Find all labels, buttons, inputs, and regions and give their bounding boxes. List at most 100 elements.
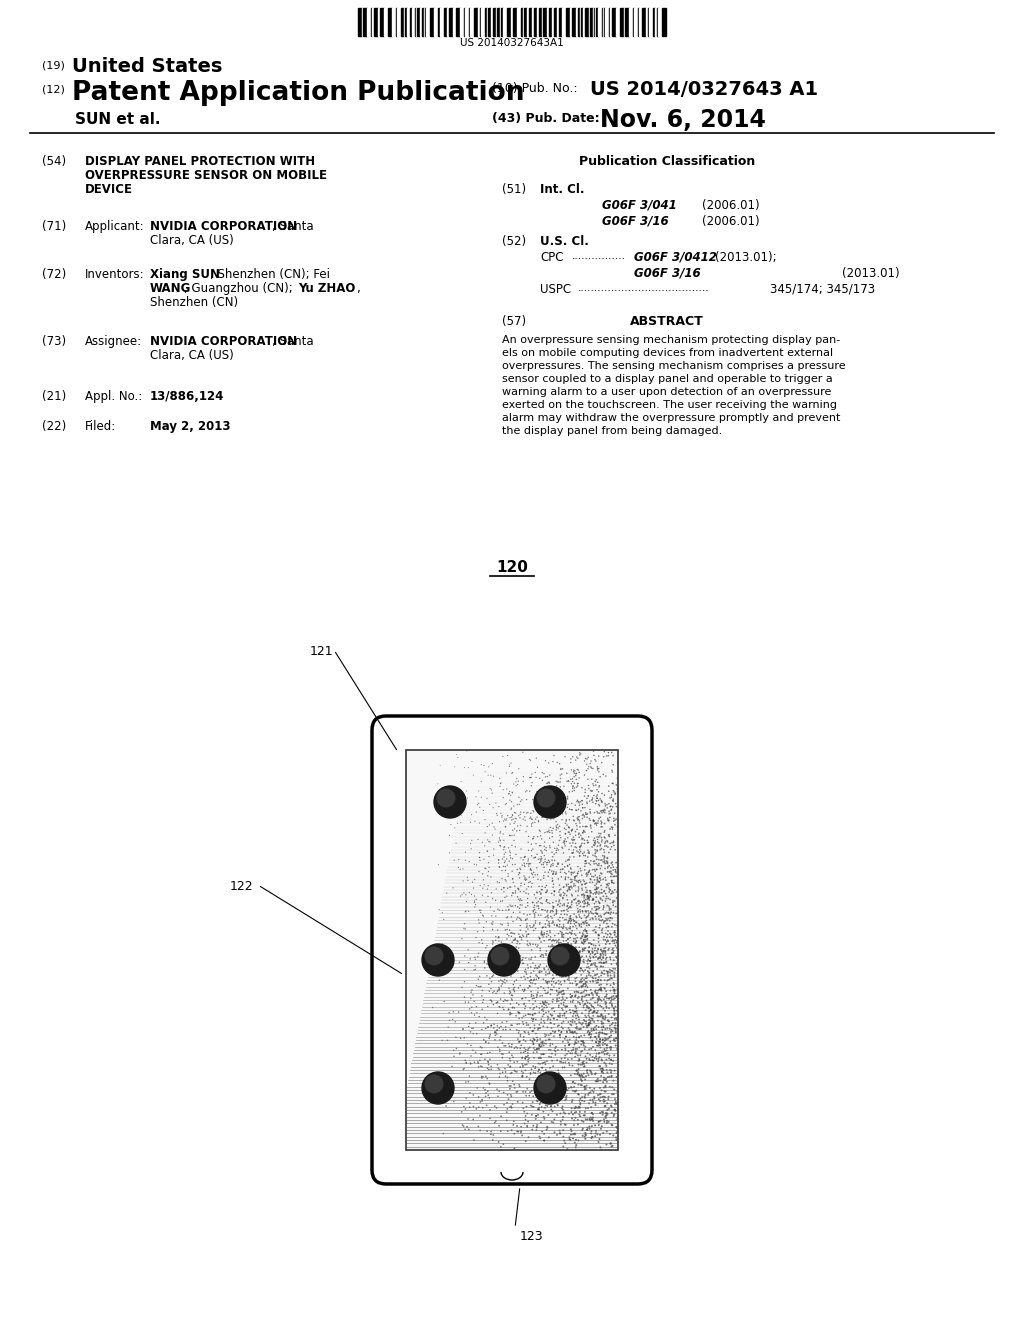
Point — [592, 887, 608, 908]
Point — [587, 813, 603, 834]
Circle shape — [488, 944, 520, 975]
Point — [592, 1031, 608, 1052]
Point — [544, 1111, 560, 1133]
Point — [591, 906, 607, 927]
Point — [578, 920, 594, 941]
Point — [605, 788, 622, 809]
Point — [554, 1005, 570, 1026]
Point — [593, 979, 609, 1001]
Point — [579, 968, 595, 989]
Point — [598, 961, 614, 982]
Point — [588, 859, 604, 880]
Point — [544, 935, 560, 956]
Point — [601, 998, 617, 1019]
Point — [468, 975, 484, 997]
Point — [492, 776, 508, 797]
Point — [557, 1028, 573, 1049]
Point — [511, 862, 527, 883]
Point — [595, 1035, 611, 1056]
Point — [493, 772, 509, 793]
Point — [578, 907, 594, 928]
Point — [504, 791, 520, 812]
Point — [536, 1003, 552, 1024]
Point — [588, 1063, 604, 1084]
Point — [604, 1077, 621, 1098]
Point — [573, 1040, 590, 1061]
Point — [603, 883, 620, 904]
Point — [563, 836, 580, 857]
Point — [477, 1018, 494, 1039]
Point — [535, 1076, 551, 1097]
Point — [564, 948, 581, 969]
Point — [496, 1035, 512, 1056]
Point — [562, 833, 579, 854]
Point — [566, 944, 583, 965]
Point — [598, 902, 614, 923]
Point — [518, 927, 535, 948]
Point — [575, 973, 592, 994]
Point — [529, 826, 546, 847]
Point — [528, 767, 545, 788]
Text: May 2, 2013: May 2, 2013 — [150, 420, 230, 433]
Point — [477, 858, 494, 879]
Point — [558, 909, 574, 931]
Point — [599, 924, 615, 945]
Text: (43) Pub. Date:: (43) Pub. Date: — [492, 112, 600, 125]
Point — [519, 1117, 536, 1138]
Point — [606, 834, 623, 855]
Point — [585, 788, 601, 809]
Point — [554, 797, 570, 818]
Point — [528, 843, 545, 865]
Point — [492, 873, 508, 894]
Point — [457, 913, 473, 935]
Point — [547, 925, 563, 946]
Point — [464, 751, 480, 772]
Point — [561, 908, 578, 929]
Point — [528, 892, 545, 913]
Point — [564, 1022, 581, 1043]
Point — [462, 1097, 478, 1118]
Point — [523, 813, 540, 834]
Point — [598, 917, 614, 939]
Point — [524, 989, 541, 1010]
Point — [516, 903, 532, 924]
Point — [580, 928, 596, 949]
Point — [556, 983, 572, 1005]
Point — [519, 1104, 536, 1125]
Point — [561, 854, 578, 875]
Point — [482, 896, 499, 917]
Point — [531, 1036, 548, 1057]
Point — [592, 944, 608, 965]
Point — [557, 1040, 573, 1061]
Point — [513, 1121, 529, 1142]
Point — [560, 932, 577, 953]
Point — [513, 909, 529, 931]
Point — [568, 1032, 585, 1053]
Point — [600, 961, 616, 982]
Point — [457, 919, 473, 940]
Point — [520, 873, 537, 894]
Point — [473, 1044, 489, 1065]
Point — [567, 1001, 584, 1022]
Point — [574, 970, 591, 991]
Point — [590, 829, 606, 850]
Point — [606, 1005, 623, 1026]
Point — [575, 1063, 592, 1084]
Point — [588, 775, 604, 796]
Point — [583, 948, 599, 969]
Point — [568, 949, 585, 970]
Bar — [481, 8, 484, 36]
Point — [492, 1059, 508, 1080]
Point — [534, 1057, 550, 1078]
Point — [560, 966, 577, 987]
Point — [469, 795, 485, 816]
Point — [531, 1088, 548, 1109]
Point — [592, 1090, 608, 1111]
Point — [526, 904, 543, 925]
Point — [577, 842, 593, 863]
Point — [609, 979, 626, 1001]
Point — [567, 766, 584, 787]
Point — [481, 814, 498, 836]
Bar — [543, 8, 547, 36]
Point — [600, 940, 616, 961]
